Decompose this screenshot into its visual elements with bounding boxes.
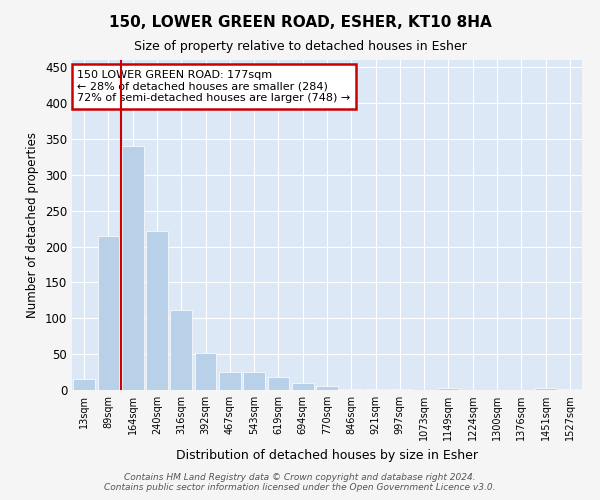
- Bar: [97, 236, 119, 390]
- Bar: [170, 310, 192, 390]
- Bar: [437, 388, 460, 390]
- Bar: [340, 388, 362, 390]
- Text: Size of property relative to detached houses in Esher: Size of property relative to detached ho…: [134, 40, 466, 53]
- Bar: [292, 383, 314, 390]
- Bar: [268, 377, 289, 390]
- Bar: [316, 386, 338, 390]
- Y-axis label: Number of detached properties: Number of detached properties: [26, 132, 40, 318]
- Text: Contains HM Land Registry data © Crown copyright and database right 2024.
Contai: Contains HM Land Registry data © Crown c…: [104, 473, 496, 492]
- Bar: [219, 372, 241, 390]
- Text: 150, LOWER GREEN ROAD, ESHER, KT10 8HA: 150, LOWER GREEN ROAD, ESHER, KT10 8HA: [109, 15, 491, 30]
- Bar: [146, 230, 168, 390]
- Bar: [559, 388, 581, 390]
- Bar: [73, 379, 95, 390]
- Bar: [535, 388, 556, 390]
- Bar: [243, 372, 265, 390]
- Bar: [194, 352, 217, 390]
- Bar: [122, 146, 143, 390]
- Text: 150 LOWER GREEN ROAD: 177sqm
← 28% of detached houses are smaller (284)
72% of s: 150 LOWER GREEN ROAD: 177sqm ← 28% of de…: [77, 70, 350, 103]
- X-axis label: Distribution of detached houses by size in Esher: Distribution of detached houses by size …: [176, 449, 478, 462]
